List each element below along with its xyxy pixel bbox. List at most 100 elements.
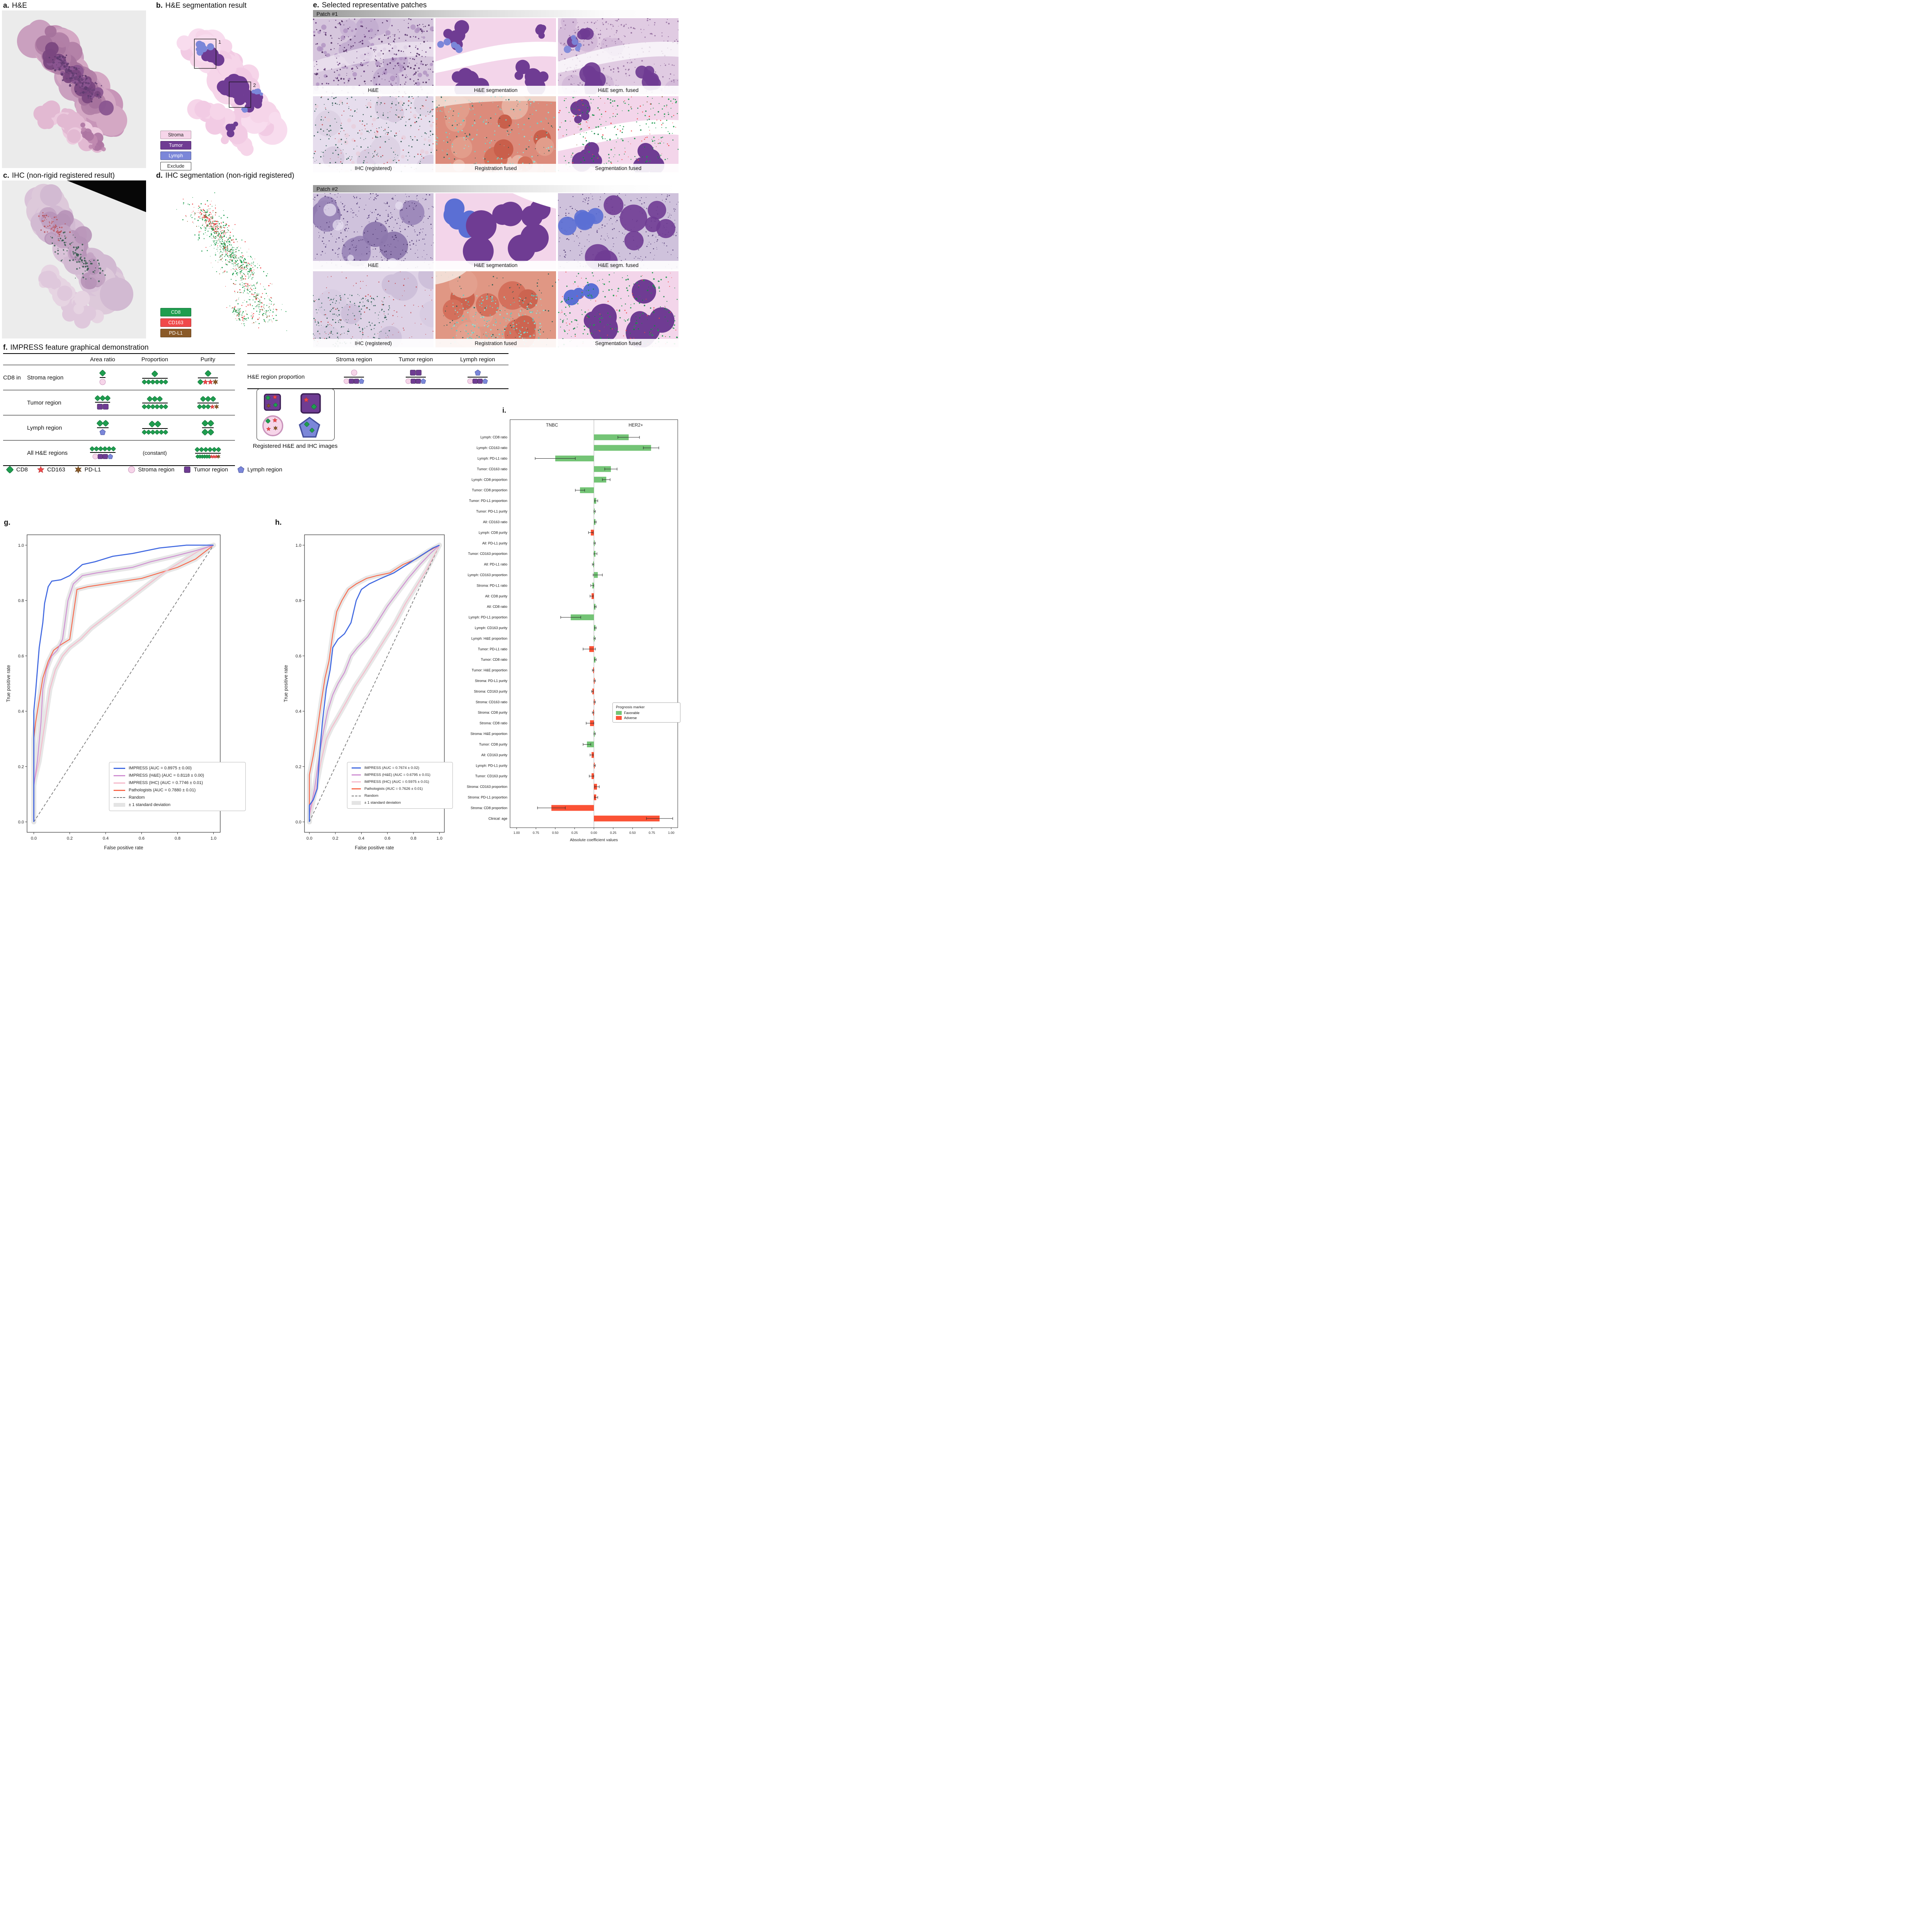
cd8-icon — [154, 421, 161, 428]
legend-chip-cd163: CD163 — [160, 318, 191, 327]
svg-text:1: 1 — [218, 39, 221, 45]
cd8-icon — [154, 429, 160, 435]
tile-label: Segmentation fused — [558, 339, 679, 347]
cd8-icon — [158, 429, 164, 435]
cd8-icon — [210, 396, 216, 402]
cd163-icon — [37, 466, 44, 473]
fraction-cell — [466, 367, 489, 386]
cd8-icon — [163, 404, 168, 409]
region-row-label: All H&E regions — [27, 449, 68, 456]
cd8-icon — [204, 370, 211, 377]
coef-bar — [551, 805, 594, 811]
pdl1-icon — [75, 466, 82, 474]
panel-a-caption: H&E — [12, 2, 27, 10]
cd8-icon — [156, 396, 163, 402]
panel-d-caption: IHC segmentation (non-rigid registered) — [165, 172, 294, 180]
cd8-icon — [151, 396, 158, 402]
coef-bar — [571, 614, 594, 621]
legend-chip-lymph: Lymph — [160, 151, 191, 160]
panel-d-title: d. IHC segmentation (non-rigid registered… — [156, 172, 294, 180]
tile-label: H&E segmentation — [435, 261, 556, 269]
cd8-icon — [148, 421, 155, 428]
cd163-icon — [202, 379, 208, 384]
legend-item: IMPRESS (AUC = 0.8975 ± 0.00) — [114, 766, 241, 770]
tile-label: H&E segm. fused — [558, 86, 679, 94]
panel-f-letter: f. — [3, 344, 8, 352]
cd8-icon — [94, 395, 101, 401]
cd8-icon — [163, 429, 168, 435]
patch1-tile-segfused1: Segmentation fused — [558, 96, 679, 172]
cd8-icon — [6, 466, 14, 474]
column-header: Lymph region — [460, 356, 495, 363]
coef-bar — [594, 476, 606, 483]
patch1-tile-heseg1: H&E segmentation — [435, 18, 556, 94]
column-header: Stroma region — [335, 356, 372, 363]
legend-item: IMPRESS (AUC = 0.7674 ± 0.02) — [352, 766, 448, 770]
panel-e-title: e. Selected representative patches — [313, 1, 427, 10]
coef-bar — [594, 445, 651, 451]
ihc-registered-panel — [2, 180, 146, 338]
figure-page: a. H&E b. H&E segmentation result e. Select… — [0, 0, 682, 864]
cd8-icon — [207, 420, 214, 427]
tumor-icon — [300, 393, 321, 414]
fraction-cell — [95, 418, 110, 437]
stroma-icon — [467, 378, 473, 384]
cd8-icon — [141, 429, 147, 435]
column-header: Tumor region — [398, 356, 433, 363]
feature-row: Tumor region — [3, 390, 235, 415]
panel-c-title: c. IHC (non-rigid registered result) — [3, 172, 115, 180]
lymph-icon — [359, 378, 364, 384]
cd8-icon — [150, 429, 155, 435]
stroma-icon — [344, 378, 349, 384]
he-wsi-image — [2, 10, 146, 168]
stroma-icon — [92, 454, 98, 459]
fraction-cell — [141, 394, 169, 411]
cd8-icon — [146, 379, 151, 384]
panel-d-letter: d. — [156, 172, 163, 180]
fraction-cell — [98, 368, 107, 387]
cd8-icon — [163, 379, 168, 384]
lymph-icon — [299, 417, 320, 438]
coef-bar — [594, 434, 629, 440]
legend-item: Random — [114, 795, 241, 800]
region-row-label: Lymph region — [27, 424, 62, 431]
tile-label: H&E — [313, 86, 434, 94]
cd8-icon — [96, 420, 103, 427]
cd163-icon — [209, 404, 215, 409]
tumor-icon — [416, 370, 422, 376]
cd8-icon — [141, 379, 147, 384]
roc-legend-h: IMPRESS (AUC = 0.7674 ± 0.02) IMPRESS (H&… — [347, 762, 453, 809]
he-region-proportion-table: Stroma region Tumor region Lymph region H&E… — [247, 353, 509, 389]
patch2-image-segfused2 — [558, 271, 679, 347]
fraction-cell — [94, 393, 112, 412]
patch1-image-regfused1 — [435, 96, 556, 172]
stroma-icon — [351, 369, 357, 376]
patch2-image-hefused2 — [558, 193, 679, 269]
cd163-icon — [207, 379, 213, 384]
cd8-icon — [199, 447, 204, 452]
cd163-icon — [266, 426, 271, 431]
patch1-header: Patch #1 — [313, 10, 679, 17]
roc-plot-g: 0.0 0.2 0.4 0.6 0.8 1.00.00.20.40.60.81.0Fals… — [6, 534, 221, 850]
prognosis-legend-item: Adverse — [616, 716, 677, 720]
cd8-icon — [106, 446, 112, 452]
patch1-tile-he1: H&E — [313, 18, 434, 94]
column-header: Area ratio — [90, 356, 116, 363]
tumor-icon — [478, 378, 483, 384]
legend-item: IMPRESS (IHC) (AUC = 0.7746 ± 0.01) — [114, 781, 241, 785]
lymph-icon — [99, 429, 106, 435]
feature-row: Lymph region — [3, 415, 235, 440]
tile-label: IHC (registered) — [313, 164, 434, 172]
tile-label: H&E — [313, 261, 434, 269]
registered-images-diagram — [257, 389, 335, 440]
patch2-tile-regfused2: Registration fused — [435, 271, 556, 347]
cd8-icon — [141, 404, 147, 409]
tumor-icon — [97, 454, 103, 459]
cd8-icon — [151, 371, 158, 378]
pdl1-icon — [273, 425, 278, 431]
tile-label: IHC (registered) — [313, 339, 434, 347]
legend-item: Random — [352, 794, 448, 798]
cd8-icon — [146, 429, 151, 435]
panel-a-title: a. H&E — [3, 2, 27, 10]
